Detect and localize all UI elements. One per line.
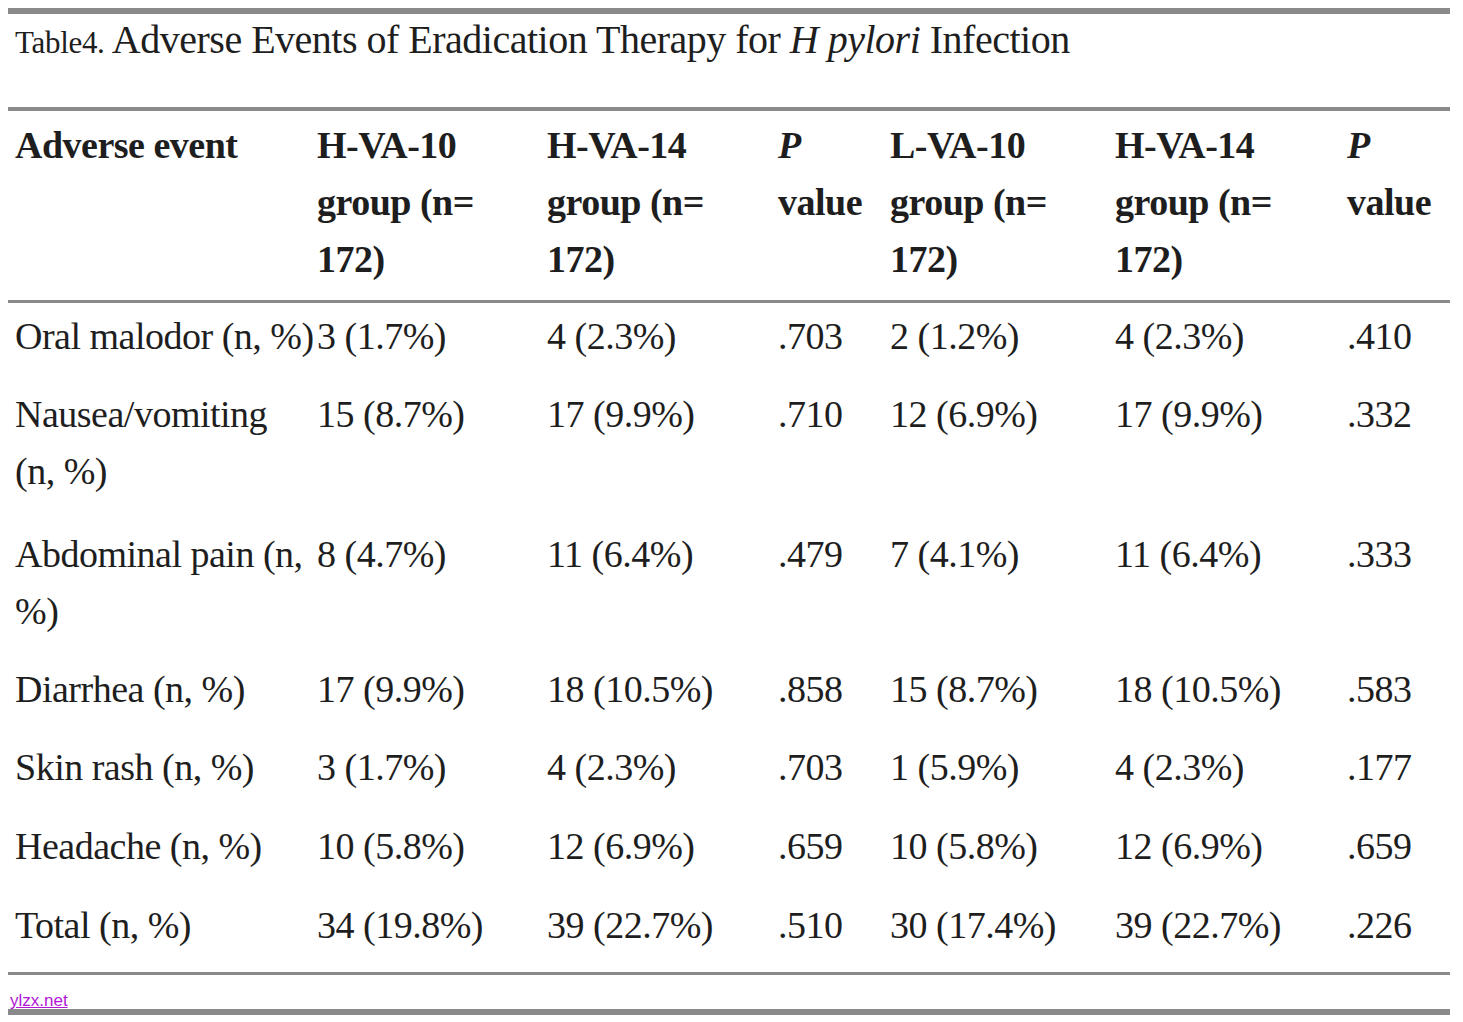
cell-event-name: Oral malodor (n, %) (15, 300, 317, 378)
cell-hva14-2: 18 (10.5%) (1115, 653, 1347, 731)
cell-p1: .510 (778, 889, 890, 969)
cell-hva14-1: 17 (9.9%) (547, 378, 778, 518)
cell-event-name: Abdominal pain (n, %) (15, 518, 317, 653)
cell-hva10: 10 (5.8%) (317, 810, 547, 889)
cell-p1: .858 (778, 653, 890, 731)
header-p-value-1: P value (778, 111, 890, 300)
table-row-oral-malodor: Oral malodor (n, %) 3 (1.7%) 4 (2.3%) .7… (0, 300, 1463, 378)
table-row-total: Total (n, %) 34 (19.8%) 39 (22.7%) .510 … (0, 889, 1463, 969)
cell-hva10: 17 (9.9%) (317, 653, 547, 731)
cell-p2: .659 (1347, 810, 1463, 889)
value-label-1: value (778, 181, 862, 223)
table-row-skin-rash: Skin rash (n, %) 3 (1.7%) 4 (2.3%) .703 … (0, 731, 1463, 810)
title-text: Adverse Events of Eradication Therapy fo… (105, 17, 790, 62)
cell-p2: .410 (1347, 300, 1463, 378)
cell-p2: .177 (1347, 731, 1463, 810)
cell-event-name: Skin rash (n, %) (15, 731, 317, 810)
cell-hva14-2: 11 (6.4%) (1115, 518, 1347, 653)
cell-lva10: 7 (4.1%) (890, 518, 1115, 653)
cell-event-name: Diarrhea (n, %) (15, 653, 317, 731)
table-header-row: Adverse event H-VA-10 group (n= 172) H-V… (0, 111, 1463, 300)
cell-hva14-2: 39 (22.7%) (1115, 889, 1347, 969)
cell-hva10: 8 (4.7%) (317, 518, 547, 653)
header-hva14-group-2: H-VA-14 group (n= 172) (1115, 111, 1347, 300)
cell-hva14-2: 4 (2.3%) (1115, 300, 1347, 378)
cell-hva14-2: 17 (9.9%) (1115, 378, 1347, 518)
table-row-headache: Headache (n, %) 10 (5.8%) 12 (6.9%) .659… (0, 810, 1463, 889)
watermark-link[interactable]: ylzx.net (10, 991, 68, 1011)
cell-p2: .333 (1347, 518, 1463, 653)
cell-p1: .703 (778, 300, 890, 378)
cell-lva10: 2 (1.2%) (890, 300, 1115, 378)
header-p-value-2: P value (1347, 111, 1463, 300)
cell-hva14-1: 4 (2.3%) (547, 731, 778, 810)
cell-hva14-1: 4 (2.3%) (547, 300, 778, 378)
cell-p1: .479 (778, 518, 890, 653)
cell-p2: .583 (1347, 653, 1463, 731)
cell-p1: .659 (778, 810, 890, 889)
title-suffix: Infection (920, 17, 1069, 62)
cell-hva14-1: 18 (10.5%) (547, 653, 778, 731)
cell-p2: .226 (1347, 889, 1463, 969)
rule-table-bottom (8, 972, 1450, 975)
table-row-diarrhea: Diarrhea (n, %) 17 (9.9%) 18 (10.5%) .85… (0, 653, 1463, 731)
cell-hva14-2: 4 (2.3%) (1115, 731, 1347, 810)
cell-hva10: 34 (19.8%) (317, 889, 547, 969)
top-divider-bar (8, 8, 1450, 14)
p-label-italic-1: P (778, 124, 801, 166)
cell-hva10: 3 (1.7%) (317, 731, 547, 810)
cell-hva14-1: 39 (22.7%) (547, 889, 778, 969)
cell-event-name: Total (n, %) (15, 889, 317, 969)
cell-hva10: 3 (1.7%) (317, 300, 547, 378)
cell-lva10: 15 (8.7%) (890, 653, 1115, 731)
cell-hva14-1: 11 (6.4%) (547, 518, 778, 653)
rule-below-header (8, 300, 1450, 303)
cell-p2: .332 (1347, 378, 1463, 518)
cell-event-name: Headache (n, %) (15, 810, 317, 889)
table-row-nausea-vomiting: Nausea/vomiting (n, %) 15 (8.7%) 17 (9.9… (0, 378, 1463, 518)
cell-lva10: 10 (5.8%) (890, 810, 1115, 889)
table-title: Table4. Adverse Events of Eradication Th… (15, 18, 1445, 65)
cell-event-name: Nausea/vomiting (n, %) (15, 378, 317, 518)
cell-p1: .710 (778, 378, 890, 518)
value-label-2: value (1347, 181, 1431, 223)
table-number-label: Table4. (15, 25, 105, 60)
header-lva10-group: L-VA-10 group (n= 172) (890, 111, 1115, 300)
p-label-italic-2: P (1347, 124, 1370, 166)
title-italic-species: H pylori (790, 17, 920, 62)
cell-hva10: 15 (8.7%) (317, 378, 547, 518)
bottom-divider-bar (8, 1009, 1450, 1015)
cell-lva10: 30 (17.4%) (890, 889, 1115, 969)
cell-hva14-2: 12 (6.9%) (1115, 810, 1347, 889)
table-row-abdominal-pain: Abdominal pain (n, %) 8 (4.7%) 11 (6.4%)… (0, 518, 1463, 653)
cell-lva10: 1 (5.9%) (890, 731, 1115, 810)
cell-hva14-1: 12 (6.9%) (547, 810, 778, 889)
header-adverse-event: Adverse event (15, 111, 317, 300)
header-hva14-group-1: H-VA-14 group (n= 172) (547, 111, 778, 300)
header-hva10-group: H-VA-10 group (n= 172) (317, 111, 547, 300)
adverse-events-table: Adverse event H-VA-10 group (n= 172) H-V… (0, 111, 1463, 969)
cell-p1: .703 (778, 731, 890, 810)
cell-lva10: 12 (6.9%) (890, 378, 1115, 518)
